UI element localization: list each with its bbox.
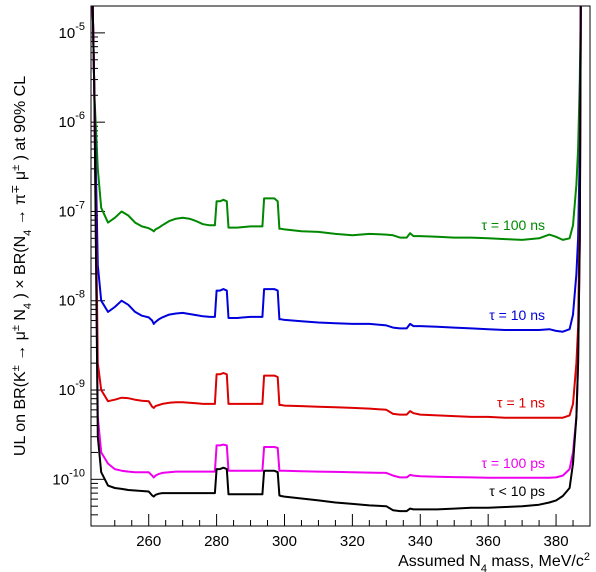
x-tick-label: 320 [340, 533, 365, 550]
x-tick-label: 300 [272, 533, 297, 550]
y-tick-label: 10-10 [52, 467, 85, 488]
series-labels: τ = 100 ns τ = 10 ns τ = 1 ns τ = 100 ps τ <… [481, 217, 545, 499]
series-lines [91, 5, 582, 513]
x-tick-label: 340 [408, 533, 433, 550]
series-line-1 [91, 5, 582, 333]
series-line-4 [91, 5, 582, 513]
series-line-2 [91, 5, 582, 419]
x-tick-label: 380 [544, 533, 569, 550]
x-tick-label: 360 [476, 533, 501, 550]
series-line-0 [91, 5, 582, 241]
series-label-1: τ = 10 ns [489, 307, 545, 323]
x-tick-label: 280 [204, 533, 229, 550]
series-label-0: τ = 100 ns [481, 217, 545, 233]
plot-frame [90, 5, 591, 527]
series-line-3 [91, 5, 582, 479]
y-tick-label: 10-7 [59, 199, 85, 220]
series-label-3: τ = 100 ps [481, 455, 545, 471]
y-tick-label: 10-8 [59, 289, 85, 310]
y-tick-label: 10-6 [59, 110, 85, 131]
axis-ticks: 260 280 300 320 340 360 380 10-10 10-9 10-8 10-7 10… [52, 5, 574, 550]
series-label-4: τ < 10 ps [489, 483, 545, 499]
y-tick-label: 10-9 [59, 378, 85, 399]
y-tick-label: 10-5 [59, 21, 85, 42]
series-label-2: τ = 1 ns [497, 395, 545, 411]
x-axis-title: Assumed N4 mass, MeV/c2 [398, 551, 590, 572]
x-tick-label: 260 [136, 533, 161, 550]
y-axis-title: UL on BR(K± → μ± N4 ) × BR(N4 → π∓ μ± ) … [10, 76, 34, 456]
